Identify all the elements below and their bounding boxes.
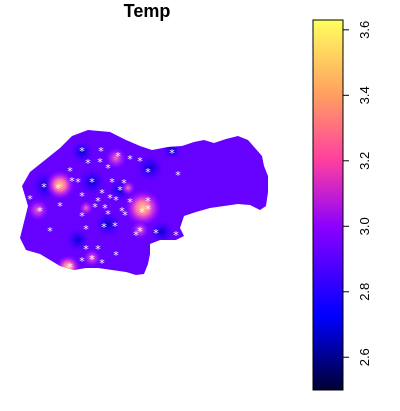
station-marker: * <box>117 184 123 197</box>
station-marker: * <box>89 253 95 266</box>
station-marker: * <box>99 187 105 200</box>
legend-tick-label: 3.2 <box>357 152 372 170</box>
station-marker: * <box>55 182 61 195</box>
legend-tick-label: 3.6 <box>357 21 372 39</box>
legend-color-bar <box>312 19 344 391</box>
station-marker: * <box>83 223 89 236</box>
station-marker: * <box>137 155 143 168</box>
map-title: Temp <box>123 1 171 21</box>
station-marker: * <box>145 166 151 179</box>
station-marker: * <box>127 196 133 209</box>
station-marker: * <box>67 165 73 178</box>
station-marker: * <box>169 147 175 160</box>
station-marker: * <box>173 229 179 242</box>
legend-tick-label: 3.4 <box>357 86 372 104</box>
station-marker: * <box>137 225 143 238</box>
color-legend: 2.6 2.8 3.0 3.2 3.4 3.6 <box>312 19 372 391</box>
station-marker: * <box>105 208 111 221</box>
station-marker: * <box>69 175 75 188</box>
station-marker: * <box>145 195 151 208</box>
station-marker: * <box>119 205 125 218</box>
legend-tick-label: 2.6 <box>357 348 372 366</box>
station-marker: * <box>139 206 145 219</box>
station-marker: * <box>79 210 85 223</box>
station-marker: * <box>112 220 118 233</box>
station-marker: * <box>175 169 181 182</box>
station-marker: * <box>79 255 85 268</box>
station-marker: * <box>95 243 101 256</box>
station-marker: * <box>105 162 111 175</box>
station-marker: * <box>67 261 73 274</box>
station-marker: * <box>92 201 98 214</box>
station-marker: * <box>98 145 104 158</box>
station-marker: * <box>115 150 121 163</box>
station-marker: * <box>75 176 81 189</box>
station-marker: * <box>79 190 85 203</box>
legend-tick-label: 3.0 <box>357 217 372 235</box>
station-marker: * <box>79 145 85 158</box>
legend-tick-label: 2.8 <box>357 283 372 301</box>
station-marker: * <box>83 243 89 256</box>
station-markers: * * * *** * ** **** * * ** * *** * ** * * * ** * * * **** * ** *… <box>27 145 181 274</box>
station-marker: * <box>102 202 108 215</box>
station-marker: * <box>127 153 133 166</box>
station-marker: * <box>107 192 113 205</box>
station-marker: * <box>95 195 101 208</box>
legend-ticks: 2.6 2.8 3.0 3.2 3.4 3.6 <box>343 21 372 366</box>
station-marker: * <box>97 156 103 169</box>
station-marker: * <box>121 177 127 190</box>
station-marker: * <box>41 181 47 194</box>
station-marker: * <box>109 176 115 189</box>
station-marker: * <box>122 209 128 222</box>
station-marker: * <box>101 221 107 234</box>
station-marker: * <box>145 203 151 216</box>
station-marker: * <box>57 200 63 213</box>
station-marker: * <box>113 249 119 262</box>
station-marker: * <box>133 229 139 242</box>
station-marker: * <box>47 225 53 238</box>
station-marker: * <box>37 205 43 218</box>
station-marker: * <box>89 176 95 189</box>
station-marker: * <box>27 193 33 206</box>
station-marker: * <box>113 194 119 207</box>
station-marker: * <box>153 227 159 240</box>
station-marker: * <box>99 257 105 270</box>
station-marker: * <box>85 157 91 170</box>
